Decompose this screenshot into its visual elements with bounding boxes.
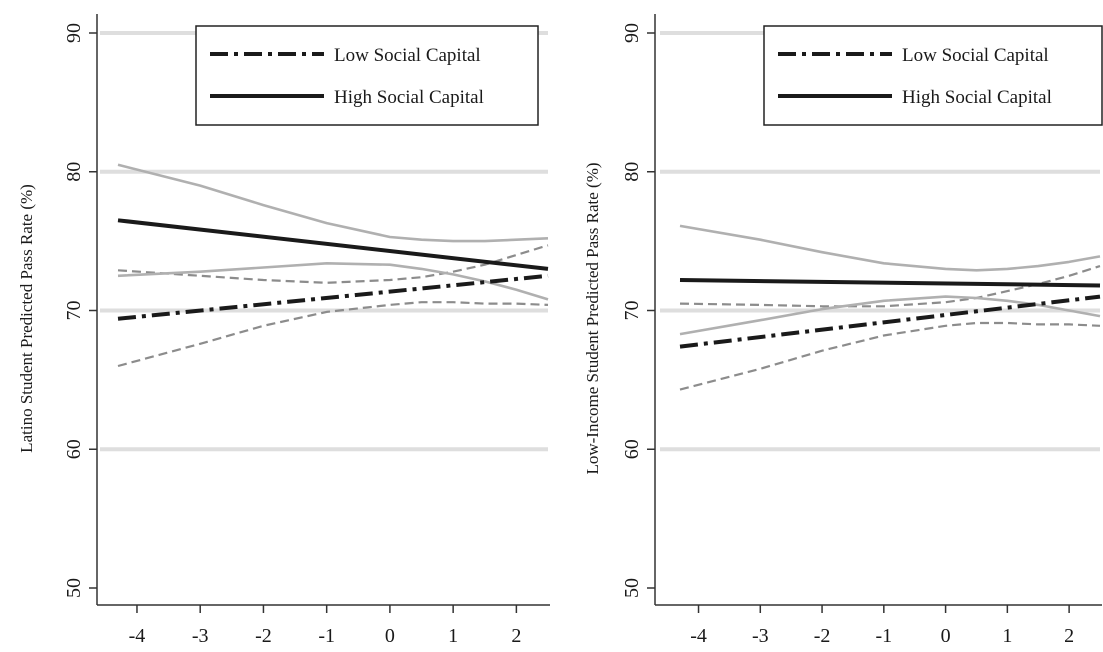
confidence-band-line [117,301,549,368]
x-tick-label: -2 [814,625,831,647]
latino-panel: 50 60 70 80 90 -4 -3 -2 -1 0 1 2 Latino Student Pred… [17,14,550,647]
legend: Low Social Capital High Social Capital [763,25,1103,126]
x-tick-label: 1 [1002,625,1012,647]
legend-low-label: Low Social Capital [334,45,481,66]
x-tick-label: -1 [875,625,892,647]
legend-low-label: Low Social Capital [902,45,1049,66]
x-tick-label: 0 [941,625,951,647]
x-tick-label: 2 [511,625,521,647]
low-social-capital-line [679,294,1101,349]
x-tick-label: 2 [1064,625,1074,647]
high-social-capital-line [679,278,1101,288]
y-tick-label: 60 [63,439,85,459]
confidence-band-line [679,295,1101,336]
legend-high-label: High Social Capital [334,87,484,108]
low-income-panel: 50 60 70 80 90 -4 -3 -2 -1 0 1 2 Low-Income Student … [583,14,1103,647]
x-tick-label: -3 [192,625,209,647]
legend-box [195,25,539,126]
x-tick-label: -2 [255,625,272,647]
y-tick-label: 90 [63,23,85,43]
legend-high-label: High Social Capital [902,87,1052,108]
y-tick-label: 70 [63,301,85,321]
confidence-band-line [117,244,549,284]
confidence-band-line [117,261,549,301]
y-tick-label: 50 [621,578,643,598]
y-tick-label: 80 [63,162,85,182]
y-tick-label: 80 [621,162,643,182]
x-tick-label: -1 [318,625,335,647]
legend-box [763,25,1103,126]
confidence-band-line [679,224,1101,272]
y-tick-label: 60 [621,439,643,459]
confidence-band-line [679,321,1101,391]
high-social-capital-line [117,218,549,271]
confidence-band-line [679,265,1101,308]
x-tick-label: -4 [129,625,146,647]
low-social-capital-line [117,273,549,321]
x-tick-label: -3 [752,625,769,647]
x-tick-label: -4 [690,625,707,647]
y-tick-label: 90 [621,23,643,43]
y-axis-title: Low-Income Student Predicted Pass Rate (… [583,162,602,474]
y-tick-label: 50 [63,578,85,598]
y-axis-title: Latino Student Predicted Pass Rate (%) [17,184,36,453]
x-tick-label: 1 [448,625,458,647]
x-tick-label: 0 [385,625,395,647]
legend: Low Social Capital High Social Capital [195,25,539,126]
y-tick-label: 70 [621,301,643,321]
confidence-band-line [117,163,549,243]
